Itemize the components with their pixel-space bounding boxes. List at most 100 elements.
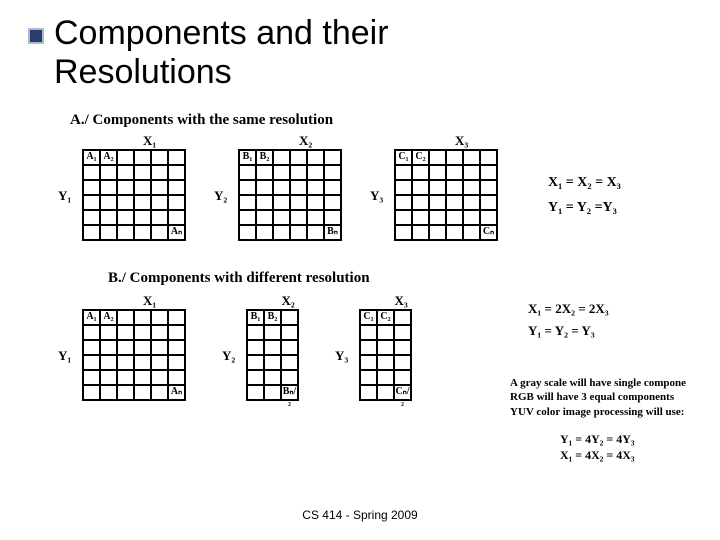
grid-cell bbox=[412, 180, 429, 195]
x-label: X₃ bbox=[455, 133, 468, 149]
x-label: X₃ bbox=[395, 293, 408, 309]
grids-row-a: X₁Y₁A₁A₂AₙX₂Y₂B₁B₂BₙX₃Y₃C₁C₂Cₙ bbox=[58, 135, 498, 241]
grid-cell bbox=[83, 385, 100, 400]
y-label: Y₁ bbox=[58, 348, 71, 364]
data-grid: B₁B₂Bₙ/₂ bbox=[246, 309, 299, 401]
grid-cell bbox=[264, 385, 281, 400]
grid-cell bbox=[117, 310, 134, 325]
grid-cell: Aₙ bbox=[168, 385, 185, 400]
grid-cell bbox=[100, 225, 117, 240]
grid-cell bbox=[324, 180, 341, 195]
grid-cell bbox=[134, 310, 151, 325]
grid-cell bbox=[151, 180, 168, 195]
grid-cell bbox=[117, 370, 134, 385]
grid-cell bbox=[290, 210, 307, 225]
grid-cell bbox=[134, 165, 151, 180]
grid-cell bbox=[264, 325, 281, 340]
grid-cell bbox=[377, 340, 394, 355]
grid-cell bbox=[134, 180, 151, 195]
grid-cell bbox=[100, 370, 117, 385]
equation-line: X₁ = X₂ = X₃ bbox=[548, 170, 621, 195]
grid-cell bbox=[360, 370, 377, 385]
grid-cell bbox=[290, 195, 307, 210]
grid-cell bbox=[134, 325, 151, 340]
grid-cell: B₁ bbox=[247, 310, 264, 325]
grid-cell bbox=[463, 150, 480, 165]
x-label: X₁ bbox=[143, 133, 156, 149]
grid-cell bbox=[134, 370, 151, 385]
grid-cell bbox=[264, 370, 281, 385]
grid-cell: A₂ bbox=[100, 310, 117, 325]
grid-cell bbox=[377, 325, 394, 340]
grid-cell bbox=[83, 210, 100, 225]
grid-cell bbox=[117, 225, 134, 240]
grid-cell bbox=[360, 355, 377, 370]
grid-cell bbox=[83, 340, 100, 355]
grid-cell bbox=[429, 225, 446, 240]
grid-cell bbox=[168, 355, 185, 370]
equation-line: X₁ = 4X₂ = 4X₃ bbox=[560, 448, 634, 464]
grid-cell bbox=[100, 195, 117, 210]
note-b: A gray scale will have single componeRGB… bbox=[510, 376, 720, 419]
grid-cell bbox=[281, 325, 298, 340]
grid-cell bbox=[463, 210, 480, 225]
grid-wrap: X₁Y₁A₁A₂Aₙ bbox=[78, 135, 186, 241]
grid-cell bbox=[117, 355, 134, 370]
grid-cell bbox=[360, 325, 377, 340]
grid-cell bbox=[273, 180, 290, 195]
grid-cell: B₂ bbox=[256, 150, 273, 165]
grid-cell bbox=[394, 355, 411, 370]
grid-cell bbox=[117, 195, 134, 210]
grid-cell bbox=[446, 150, 463, 165]
grid-cell bbox=[377, 355, 394, 370]
grid-cell bbox=[247, 355, 264, 370]
grid-cell: Cₙ bbox=[480, 225, 497, 240]
grid-cell bbox=[324, 165, 341, 180]
grid-cell bbox=[83, 165, 100, 180]
grid-cell bbox=[151, 225, 168, 240]
grid-cell bbox=[256, 210, 273, 225]
grid-cell bbox=[151, 150, 168, 165]
grid-cell bbox=[281, 355, 298, 370]
grid-cell bbox=[395, 225, 412, 240]
grid-cell bbox=[307, 165, 324, 180]
grid-cell bbox=[256, 165, 273, 180]
grid-cell bbox=[480, 180, 497, 195]
y-label: Y₂ bbox=[222, 348, 235, 364]
grid-cell bbox=[480, 210, 497, 225]
grid-cell bbox=[168, 325, 185, 340]
x-label: X₂ bbox=[282, 293, 295, 309]
x-label: X₁ bbox=[143, 293, 156, 309]
grid-cell bbox=[307, 225, 324, 240]
grid-cell bbox=[307, 180, 324, 195]
grid-cell bbox=[307, 150, 324, 165]
grid-cell bbox=[273, 210, 290, 225]
equation-line: Y₁ = Y₂ =Y₃ bbox=[548, 195, 621, 220]
grid-cell bbox=[168, 195, 185, 210]
grid-cell bbox=[168, 150, 185, 165]
grid-cell bbox=[83, 355, 100, 370]
grid-cell bbox=[239, 225, 256, 240]
grid-cell bbox=[395, 195, 412, 210]
grid-cell bbox=[83, 370, 100, 385]
grid-cell bbox=[273, 225, 290, 240]
grid-cell bbox=[117, 325, 134, 340]
grid-cell bbox=[256, 195, 273, 210]
grid-cell bbox=[168, 180, 185, 195]
grid-cell bbox=[307, 195, 324, 210]
grid-cell bbox=[480, 195, 497, 210]
grid-cell bbox=[83, 225, 100, 240]
grid-cell bbox=[151, 195, 168, 210]
grid-cell bbox=[281, 370, 298, 385]
grid-cell bbox=[412, 195, 429, 210]
grid-cell: B₂ bbox=[264, 310, 281, 325]
grid-cell bbox=[273, 150, 290, 165]
grid-cell bbox=[117, 180, 134, 195]
equations-a: X₁ = X₂ = X₃Y₁ = Y₂ =Y₃ bbox=[548, 170, 621, 220]
grid-cell: Bₙ bbox=[324, 225, 341, 240]
grid-cell bbox=[247, 370, 264, 385]
x-label: X₂ bbox=[299, 133, 312, 149]
grid-cell bbox=[446, 225, 463, 240]
grid-cell bbox=[360, 385, 377, 400]
data-grid: C₁C₂Cₙ bbox=[394, 149, 498, 241]
